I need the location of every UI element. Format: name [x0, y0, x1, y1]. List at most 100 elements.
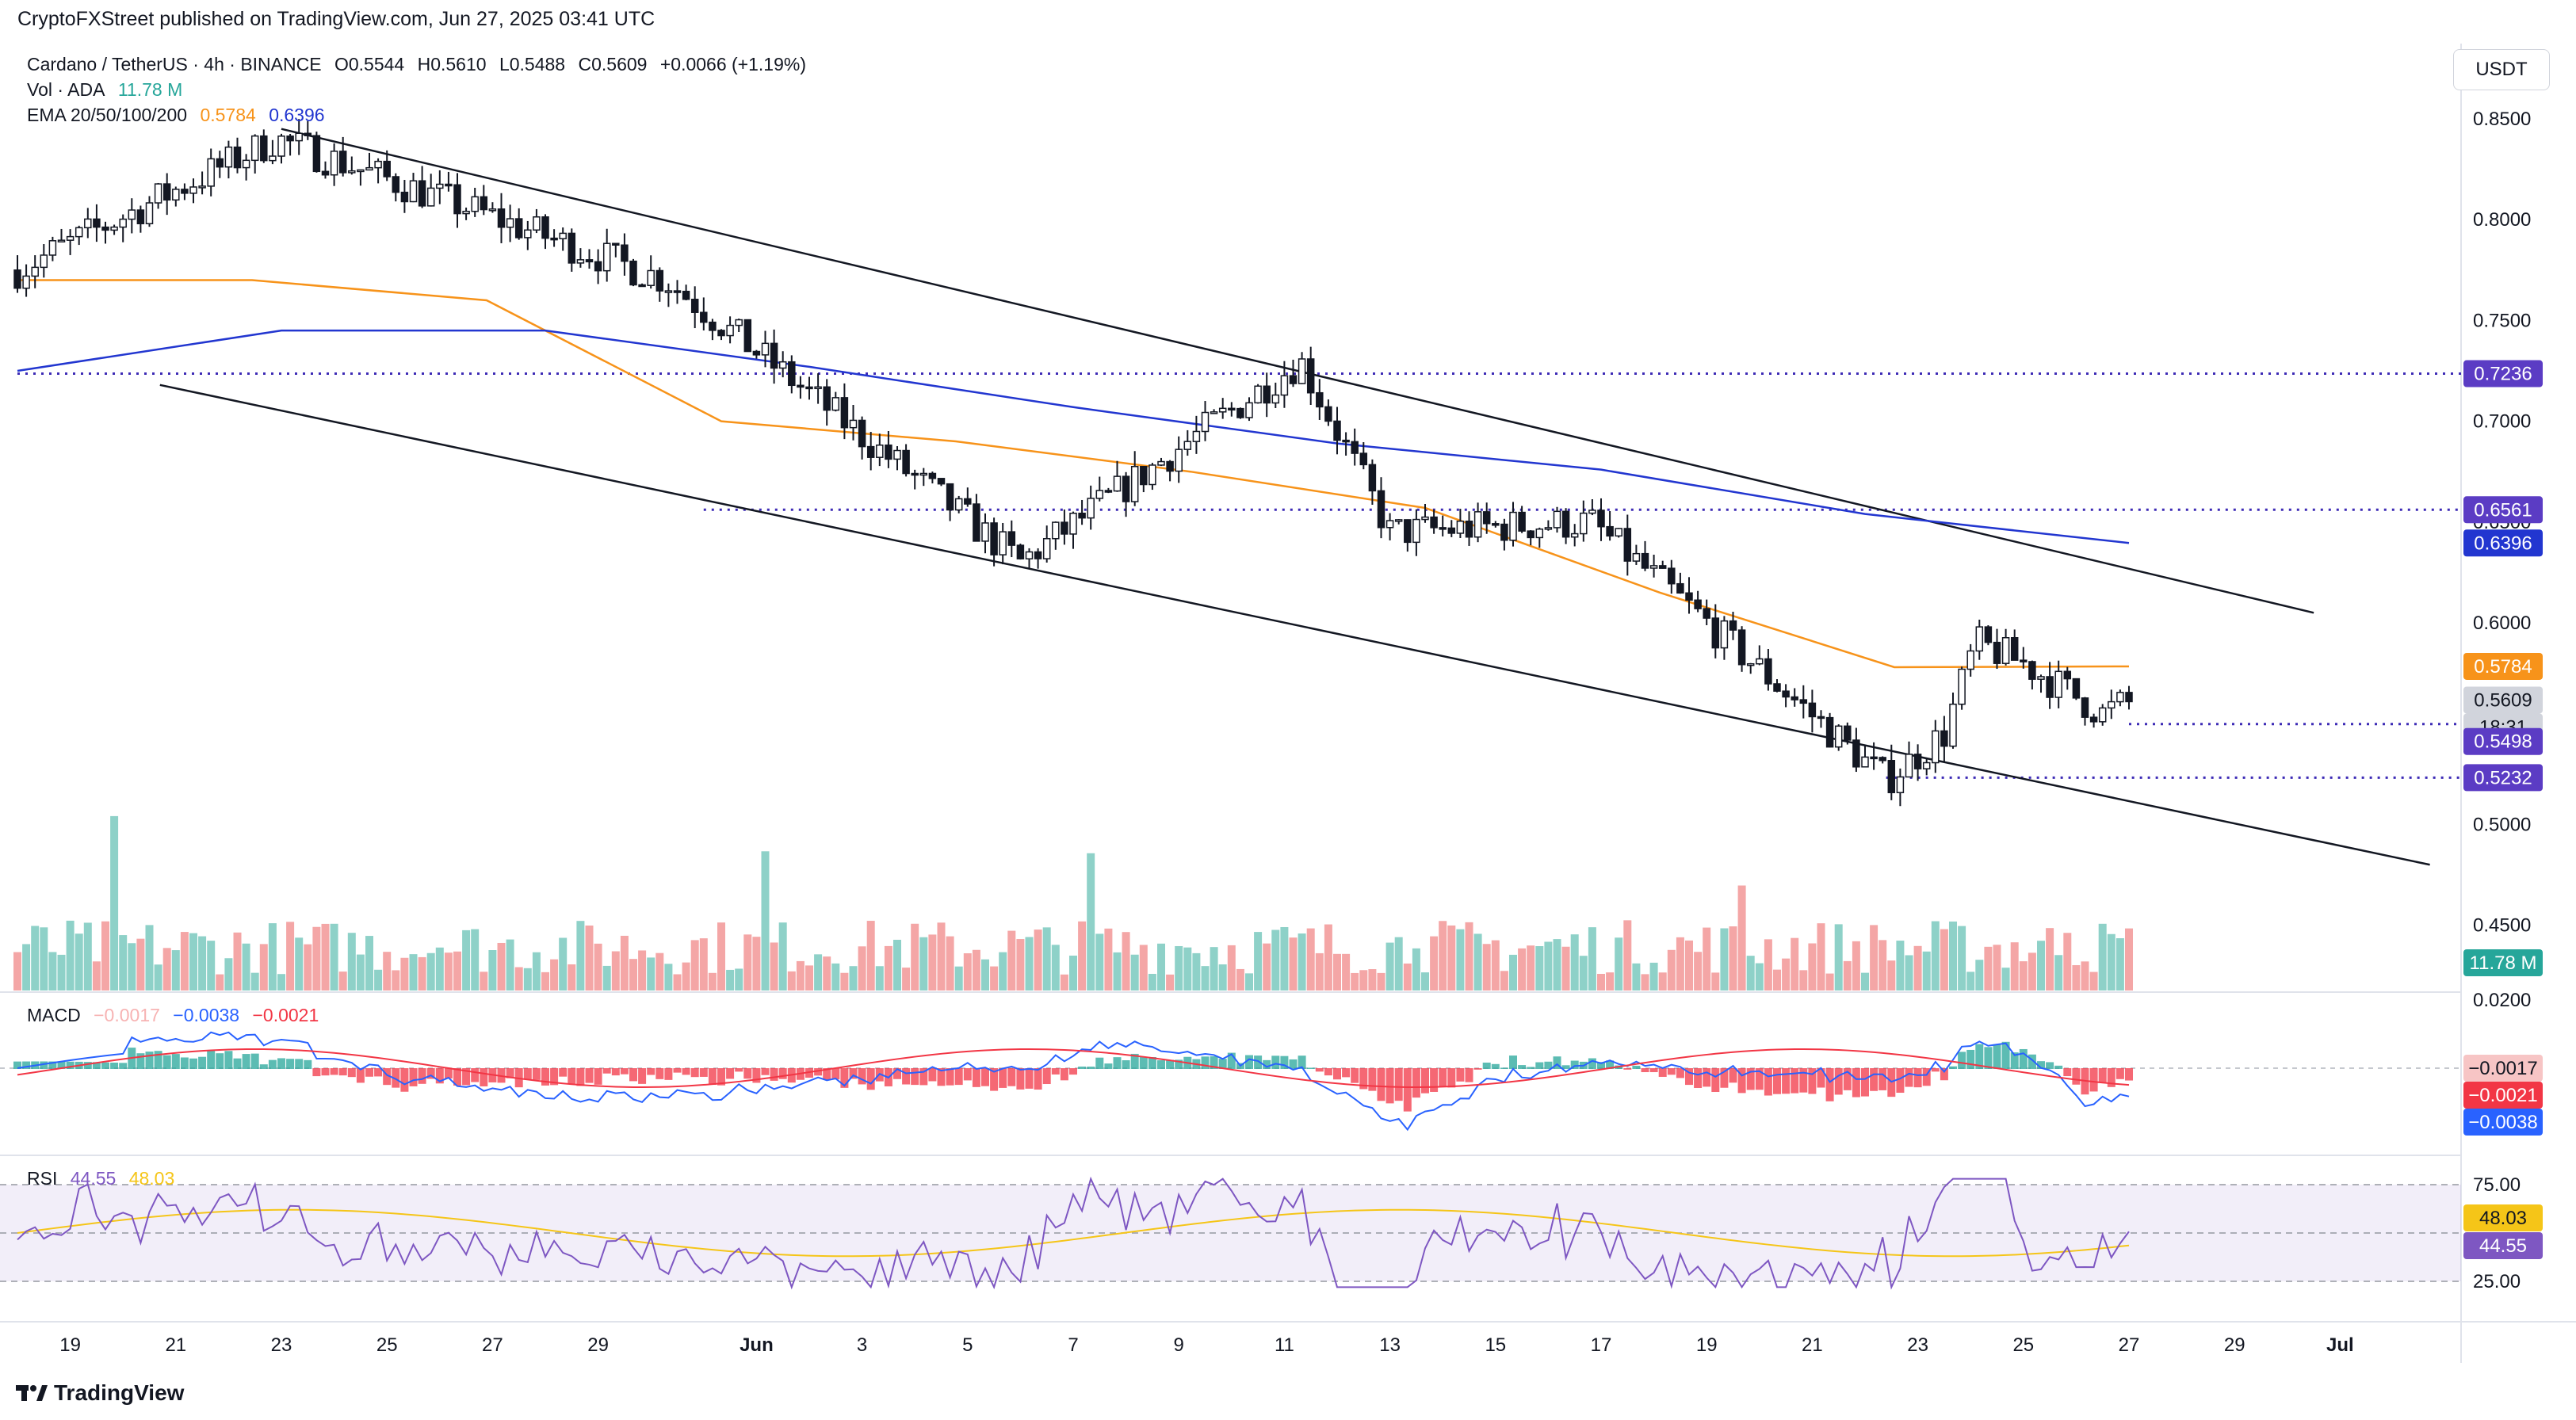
symbol-legend[interactable]: Cardano / TetherUS · 4h · BINANCE O0.554… [27, 54, 814, 75]
candle-body [1122, 475, 1130, 502]
volume-bar [13, 952, 21, 991]
volume-bar [2019, 961, 2028, 991]
macd-hist-bar [1632, 1065, 1641, 1069]
macd-hist-bar [550, 1068, 559, 1086]
price-tick-label: 0.8000 [2473, 209, 2531, 231]
volume-bar [849, 966, 858, 991]
volume-bar [1315, 952, 1324, 991]
rsi-label: RSI [27, 1168, 58, 1189]
macd-hist-bar [1078, 1066, 1087, 1069]
time-tick-label: 17 [1591, 1334, 1612, 1356]
volume-bar [523, 968, 532, 991]
macd-hist-bar [1298, 1055, 1306, 1069]
macd-hist-bar [48, 1061, 57, 1069]
candle-body [1034, 551, 1042, 559]
volume-bar [576, 921, 585, 991]
macd-hist-bar [453, 1068, 461, 1086]
candle-body [541, 216, 549, 239]
volume-legend[interactable]: Vol · ADA 11.78 M [27, 79, 190, 101]
macd-hist-bar [1394, 1068, 1403, 1101]
macd-hist-bar [462, 1068, 471, 1086]
volume-value: 11.78 M [117, 79, 183, 100]
candle-body [1711, 617, 1720, 649]
macd-hist-bar [1623, 1068, 1632, 1070]
macd-hist-bar [823, 1068, 831, 1080]
macd-hist-bar [383, 1068, 392, 1086]
volume-bar [259, 944, 268, 991]
volume-bar [1623, 920, 1632, 991]
macd-hist-bar [2115, 1068, 2124, 1079]
candle-body [629, 260, 637, 286]
volume-bar [1922, 951, 1931, 991]
volume-bar [1764, 939, 1772, 991]
volume-bar [1746, 956, 1755, 991]
ema200-line [17, 329, 2130, 544]
time-tick-label: 7 [1068, 1334, 1078, 1356]
macd-hist-bar [2028, 1054, 2036, 1069]
tradingview-brand[interactable]: TradingView [16, 1380, 184, 1406]
volume-bar [1694, 952, 1703, 991]
macd-hist-bar [1157, 1060, 1165, 1069]
macd-hist-bar [1439, 1068, 1447, 1087]
candle-body [1289, 375, 1298, 384]
macd-hist-bar [1016, 1068, 1025, 1090]
ohlc-low: L0.5488 [499, 54, 566, 74]
volume-bar [1905, 955, 1913, 991]
candle-body [1808, 702, 1817, 718]
volume-bar [1042, 927, 1051, 991]
volume-bar [682, 962, 690, 991]
candle-body [866, 445, 875, 458]
candle-body [471, 196, 479, 212]
candle-body [1852, 739, 1860, 768]
volume-bar [514, 967, 523, 991]
macd-hist-bar [1421, 1068, 1429, 1094]
candle-body [216, 158, 224, 168]
macd-hist-bar [1641, 1068, 1649, 1073]
macd-hist-bar [418, 1068, 426, 1084]
price-unit-button[interactable]: USDT [2453, 49, 2550, 90]
volume-bar [171, 950, 180, 991]
volume-bar [770, 942, 778, 991]
macd-hist-bar [919, 1068, 928, 1086]
candle-body [2054, 670, 2062, 698]
macd-legend[interactable]: MACD −0.0017 −0.0038 −0.0021 [27, 1005, 327, 1026]
macd-hist-bar [559, 1068, 568, 1077]
rsi-legend[interactable]: RSI 44.55 48.03 [27, 1168, 182, 1189]
candle-body [304, 132, 312, 136]
volume-bar [620, 935, 629, 991]
candle-body [1720, 620, 1729, 649]
descending-channel [159, 128, 2430, 866]
macd-hist-bar [1210, 1055, 1218, 1069]
macd-hist-bar [1703, 1068, 1711, 1087]
ema-legend[interactable]: EMA 20/50/100/200 0.5784 0.6396 [27, 105, 333, 126]
candle-body [383, 160, 391, 178]
macd-hist-bar [937, 1068, 946, 1086]
macd-hist-bar [1561, 1065, 1570, 1069]
time-tick-label: 11 [1275, 1334, 1294, 1356]
macd-hist-bar [673, 1068, 682, 1073]
volume-bar [1324, 924, 1332, 991]
volume-bar [866, 921, 875, 991]
volume-bar [480, 971, 488, 991]
volume-bar [647, 957, 655, 991]
price-badge-bg [2463, 652, 2543, 680]
candle-body [1069, 512, 1077, 535]
candle-body [1922, 762, 1931, 769]
candle-body [1456, 520, 1465, 534]
candle-body [585, 259, 594, 263]
candle-body [128, 209, 136, 220]
volume-bar [1403, 963, 1412, 991]
macd-hist-bar [928, 1068, 937, 1082]
time-tick-label: 23 [1907, 1334, 1928, 1356]
candle-body [690, 298, 699, 313]
candle-body [893, 449, 901, 460]
volume-bar [1737, 885, 1746, 991]
candle-body [576, 259, 585, 264]
volume-bar [1175, 945, 1183, 991]
candle-body [488, 208, 497, 212]
macd-hist-bar [1658, 1068, 1667, 1077]
rsi-badge: 48.03 [2479, 1208, 2527, 1229]
macd-hist-bar [1852, 1068, 1860, 1097]
candle-body [1570, 532, 1579, 538]
